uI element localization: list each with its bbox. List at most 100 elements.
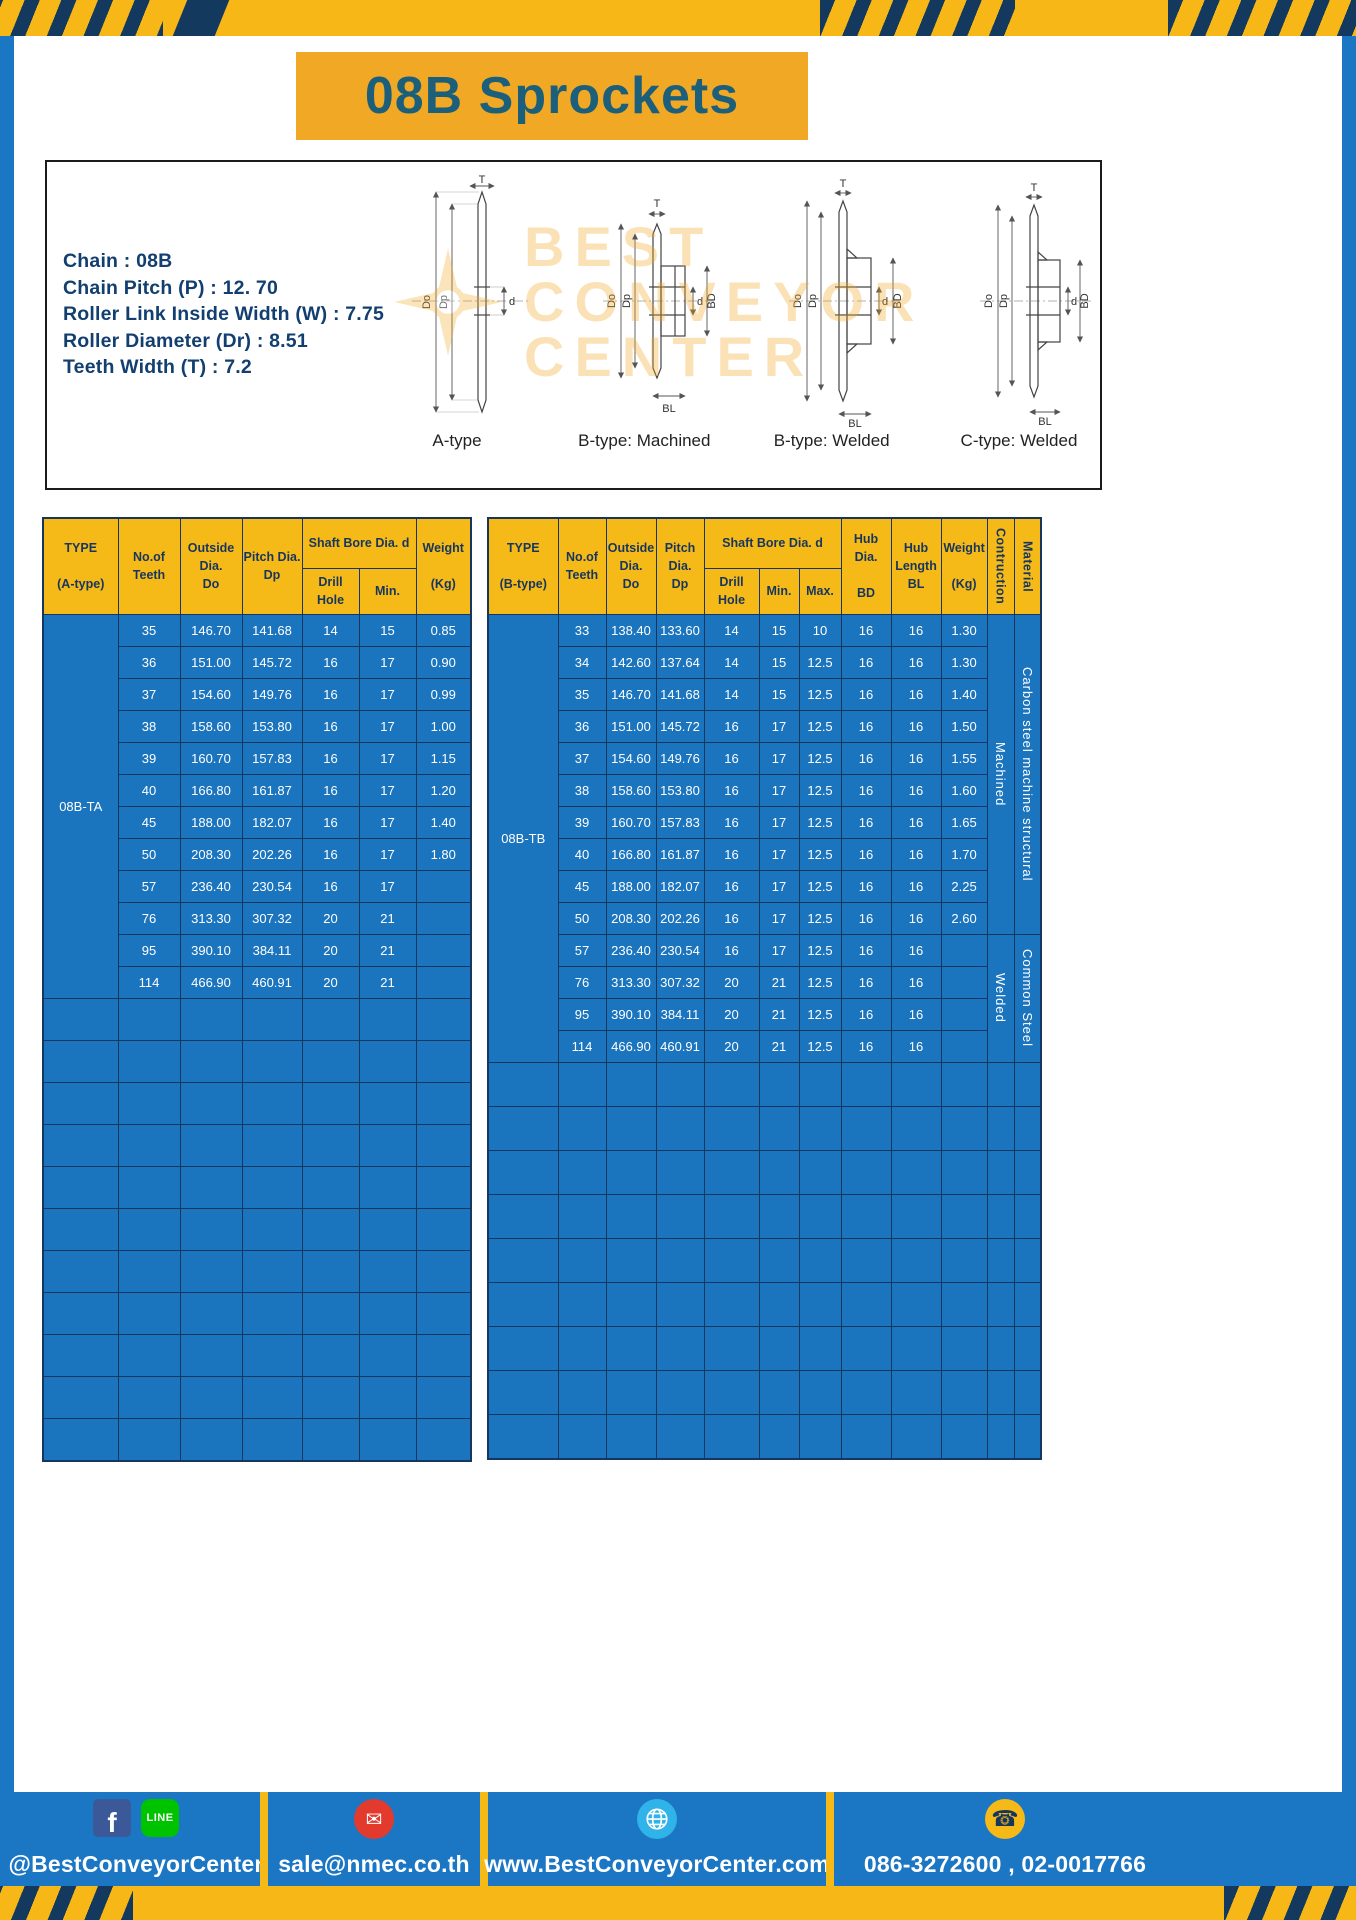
table-cell: 1.70 <box>940 837 988 871</box>
table-cell: 16 <box>840 997 892 1031</box>
table-cell: 95 <box>117 933 181 967</box>
dim-label: Do <box>421 295 433 309</box>
table-cell <box>890 1281 942 1327</box>
table-cell <box>358 1039 417 1083</box>
table-cell: 16 <box>703 869 760 903</box>
table-cell: 141.68 <box>655 677 705 711</box>
table-cell: 16 <box>301 709 360 743</box>
table-cell: 1.55 <box>940 741 988 775</box>
table-cell <box>179 1207 243 1251</box>
footer-website-section: www.BestConveyorCenter.com <box>484 1792 830 1886</box>
table-cell: 20 <box>703 965 760 999</box>
table-cell <box>986 1413 1015 1459</box>
table-cell: 17 <box>358 709 417 743</box>
col-header-pitch-dia: Pitch Dia. Dp <box>655 517 705 615</box>
table-cell <box>241 1249 303 1293</box>
table-cell <box>798 1369 842 1415</box>
diagram-caption: C-type: Welded <box>960 431 1078 450</box>
table-cell <box>840 1193 892 1239</box>
col-header-max: Max. <box>798 567 842 615</box>
table-cell <box>117 1375 181 1419</box>
table-cell <box>117 1165 181 1209</box>
table-cell: 153.80 <box>241 709 303 743</box>
material-cell: Carbon steel machine structural <box>1013 613 1042 935</box>
table-cell: 236.40 <box>605 933 657 967</box>
table-cell: 16 <box>890 773 942 807</box>
hazard-stripes-icon <box>1168 0 1356 36</box>
table-cell <box>940 1369 988 1415</box>
table-cell <box>798 1193 842 1239</box>
table-cell: 15 <box>758 677 800 711</box>
table-cell <box>301 1081 360 1125</box>
table-cell: 1.30 <box>940 645 988 679</box>
table-cell: 1.00 <box>415 709 472 743</box>
table-cell <box>487 1325 559 1371</box>
table-cell <box>179 1081 243 1125</box>
table-cell <box>117 1291 181 1335</box>
phone-text: 086-3272600 , 02-0017766 <box>863 1851 1147 1877</box>
table-cell: 146.70 <box>179 613 243 647</box>
table-cell: 16 <box>890 677 942 711</box>
table-cell <box>890 1149 942 1195</box>
table-cell <box>179 997 243 1041</box>
table-cell <box>179 1417 243 1461</box>
mail-icon: ✉ <box>354 1799 394 1839</box>
footer-phone-section: ☎ 086-3272600 , 02-0017766 <box>834 1792 1176 1886</box>
hazard-stripes-icon <box>0 1886 133 1920</box>
table-cell: 236.40 <box>179 869 243 903</box>
table-cell <box>703 1325 760 1371</box>
table-cell <box>605 1413 657 1459</box>
table-cell <box>986 1325 1015 1371</box>
table-cell <box>117 1081 181 1125</box>
table-cell <box>986 1105 1015 1151</box>
table-cell <box>557 1237 607 1283</box>
table-cell <box>557 1193 607 1239</box>
table-cell: 160.70 <box>605 805 657 839</box>
table-cell <box>758 1237 800 1283</box>
table-cell <box>301 1417 360 1461</box>
table-cell: 16 <box>301 837 360 871</box>
table-cell: 15 <box>758 613 800 647</box>
table-cell <box>798 1281 842 1327</box>
table-cell: 188.00 <box>179 805 243 839</box>
table-cell: 17 <box>758 709 800 743</box>
line-icon: LINE <box>141 1799 179 1837</box>
dim-label: Do <box>606 294 618 308</box>
table-cell <box>415 1207 472 1251</box>
table-cell <box>890 1369 942 1415</box>
table-cell: 1.40 <box>940 677 988 711</box>
table-cell: 230.54 <box>655 933 705 967</box>
table-cell <box>117 1417 181 1461</box>
dim-label: Dp <box>621 294 633 308</box>
table-cell <box>840 1325 892 1371</box>
phone-glyph: ☎ <box>991 1806 1019 1831</box>
table-cell: 16 <box>703 805 760 839</box>
table-cell: 14 <box>703 645 760 679</box>
table-cell: 157.83 <box>655 805 705 839</box>
table-cell <box>179 1375 243 1419</box>
table-cell <box>798 1105 842 1151</box>
table-cell: 33 <box>557 613 607 647</box>
table-cell: 14 <box>703 677 760 711</box>
table-cell <box>758 1281 800 1327</box>
table-cell: 154.60 <box>179 677 243 711</box>
table-cell: 133.60 <box>655 613 705 647</box>
table-cell: 202.26 <box>655 901 705 935</box>
table-cell: 160.70 <box>179 741 243 775</box>
spec-roller-link-width: Roller Link Inside Width (W) : 7.75 <box>63 303 385 325</box>
table-cell: 230.54 <box>241 869 303 903</box>
diagram-caption: A-type <box>432 431 482 450</box>
globe-icon <box>637 1799 677 1839</box>
spec-roller-diameter: Roller Diameter (Dr) : 8.51 <box>63 329 308 352</box>
table-cell <box>840 1237 892 1283</box>
table-cell <box>940 1061 988 1107</box>
table-cell: 16 <box>890 741 942 775</box>
table-cell: 384.11 <box>655 997 705 1031</box>
table-cell: 161.87 <box>241 773 303 807</box>
table-cell <box>986 1193 1015 1239</box>
col-header-construction: Contruction <box>986 517 1015 615</box>
table-cell <box>358 1417 417 1461</box>
facebook-icon: f <box>93 1799 131 1837</box>
table-cell: 1.15 <box>415 741 472 775</box>
